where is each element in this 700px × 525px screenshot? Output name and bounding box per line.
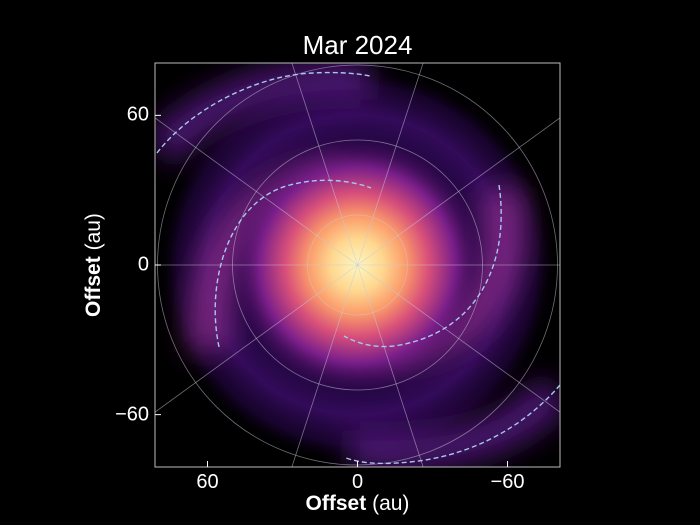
tick-marks xyxy=(155,114,508,467)
chart-title: Mar 2024 xyxy=(302,30,413,60)
spiral-arm-dashed xyxy=(214,179,372,348)
x-tick-label: −60 xyxy=(490,471,525,493)
y-tick-label: −60 xyxy=(115,403,149,426)
y-tick-label: 0 xyxy=(137,253,149,276)
spiral-overlay xyxy=(156,71,560,465)
y-tick-label: 60 xyxy=(126,103,149,126)
x-axis-label-name: Offset xyxy=(305,492,367,515)
spiral-arm-dashed xyxy=(156,71,371,154)
x-axis-label: Offset (au) xyxy=(155,492,560,516)
grid-spoke xyxy=(155,117,560,413)
spiral-arm-dashed xyxy=(345,384,560,465)
y-axis-label-unit: (au) xyxy=(82,213,105,251)
x-axis-label-unit: (au) xyxy=(372,492,410,515)
spiral-arm-dashed xyxy=(343,184,502,348)
y-axis-label-name: Offset xyxy=(82,256,105,317)
y-axis-label: Offset (au) xyxy=(82,213,106,317)
x-tick-label: 0 xyxy=(351,471,364,493)
x-tick-label: 60 xyxy=(196,471,219,493)
